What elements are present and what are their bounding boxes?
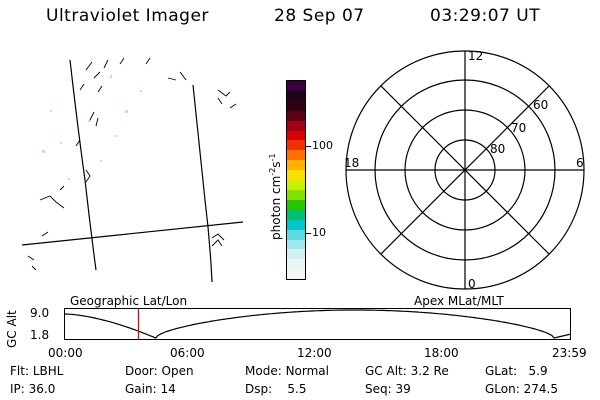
latitude-line xyxy=(21,221,244,246)
instrument-title: Ultraviolet Imager xyxy=(46,6,209,26)
orbit-altitude-curve xyxy=(64,309,572,339)
colorbar-segment xyxy=(287,249,305,260)
colorbar-segment xyxy=(287,100,305,111)
mlat-label-70: 70 xyxy=(511,121,526,135)
colorbar-segment xyxy=(287,239,305,250)
geographic-lat-lon-label: Geographic Lat/Lon xyxy=(70,294,188,308)
x-tick-0600: 06:00 xyxy=(170,346,205,360)
gc-alt-status: GC Alt: 3.2 Re xyxy=(365,364,449,378)
polar-diagonal-2 xyxy=(380,85,550,255)
filter-status: Flt: LBHL xyxy=(10,364,64,378)
glon-status: GLon: 274.5 xyxy=(485,382,558,396)
y-axis-top-label: 9.0 xyxy=(30,306,50,320)
colorbar-segment xyxy=(287,189,305,200)
colorbar-segment xyxy=(287,160,305,171)
colorbar-segment xyxy=(287,229,305,240)
lat-lon-grid xyxy=(21,59,244,283)
colorbar-label-10: 10 xyxy=(312,226,326,239)
colorbar-segment xyxy=(287,150,305,161)
mlat-label-80: 80 xyxy=(490,142,505,156)
colorbar-label-100: 100 xyxy=(312,139,333,152)
mlt-label-12: 12 xyxy=(468,49,483,63)
mlt-label-0: 0 xyxy=(468,277,476,291)
ip-status: IP: 36.0 xyxy=(10,382,56,396)
gain-status: Gain: 14 xyxy=(125,382,176,396)
colorbar-segment xyxy=(287,120,305,131)
polar-mlat-mlt-grid: 12 18 6 0 60 70 80 xyxy=(344,49,585,291)
colorbar-unit-label: photon cm-2s-1 xyxy=(268,153,283,240)
colorbar-segment xyxy=(287,269,305,280)
y-axis-bottom-label: 1.8 xyxy=(30,328,50,342)
x-tick-2359: 23:59 xyxy=(552,346,587,360)
colorbar-segment xyxy=(287,90,305,101)
x-tick-0000: 00:00 xyxy=(48,346,83,360)
gc-alt-axis-title: GC Alt xyxy=(5,310,19,348)
colorbar-segment xyxy=(287,110,305,121)
geographic-image-panel xyxy=(21,57,244,283)
colorbar-tick-10 xyxy=(306,233,311,234)
orbit-altitude-plot xyxy=(64,308,572,340)
mlt-label-18: 18 xyxy=(344,156,359,170)
dsp-status: Dsp: 5.5 xyxy=(245,382,307,396)
x-tick-1200: 12:00 xyxy=(297,346,332,360)
colorbar-segment xyxy=(287,209,305,220)
seq-status: Seq: 39 xyxy=(365,382,411,396)
meridian-line-left xyxy=(69,59,97,271)
mode-status: Mode: Normal xyxy=(245,364,329,378)
emission-speckles xyxy=(42,75,142,180)
door-status: Door: Open xyxy=(125,364,194,378)
apex-mlat-mlt-label: Apex MLat/MLT xyxy=(414,294,504,308)
orbit-plot-frame xyxy=(64,308,571,340)
glat-status: GLat: 5.9 xyxy=(485,364,548,378)
color-scale-bar xyxy=(286,80,306,280)
coastline-fragments xyxy=(27,57,237,271)
colorbar-segment xyxy=(287,199,305,210)
date-label: 28 Sep 07 xyxy=(274,6,365,26)
colorbar-tick-100 xyxy=(306,146,311,147)
meridian-line-right xyxy=(192,84,213,283)
colorbar-segment xyxy=(287,140,305,151)
colorbar-segment xyxy=(287,180,305,190)
colorbar-segment xyxy=(287,219,305,230)
mlt-label-6: 6 xyxy=(576,156,584,170)
mlat-label-60: 60 xyxy=(533,98,548,112)
colorbar-segment xyxy=(287,170,305,181)
time-label: 03:29:07 UT xyxy=(430,6,541,26)
colorbar-segment xyxy=(287,81,305,91)
colorbar-segment xyxy=(287,259,305,270)
colorbar-segment xyxy=(287,130,305,141)
x-tick-1800: 18:00 xyxy=(424,346,459,360)
